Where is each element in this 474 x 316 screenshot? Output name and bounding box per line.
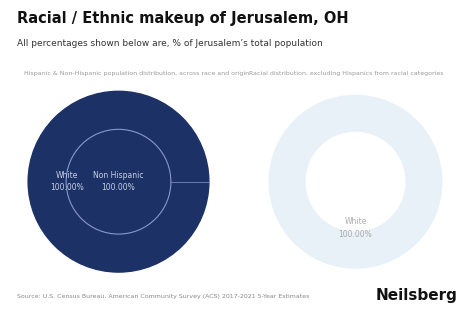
Circle shape (66, 129, 171, 234)
Text: All percentages shown below are, % of Jerusalem’s total population: All percentages shown below are, % of Je… (17, 40, 322, 48)
Text: Hispanic & Non-Hispanic population distribution, across race and origin: Hispanic & Non-Hispanic population distr… (24, 71, 249, 76)
Circle shape (306, 132, 405, 231)
Text: Neilsberg: Neilsberg (375, 289, 457, 303)
Text: Racial / Ethnic makeup of Jerusalem, OH: Racial / Ethnic makeup of Jerusalem, OH (17, 11, 348, 26)
Circle shape (269, 95, 442, 268)
Circle shape (28, 91, 209, 272)
Text: White
100.00%: White 100.00% (50, 171, 84, 192)
Text: White
100.00%: White 100.00% (338, 217, 373, 239)
Text: Racial distribution, excluding Hispanics from racial categories: Racial distribution, excluding Hispanics… (249, 71, 443, 76)
Text: Source: U.S. Census Bureau, American Community Survey (ACS) 2017-2021 5-Year Est: Source: U.S. Census Bureau, American Com… (17, 294, 309, 299)
Text: Non Hispanic
100.00%: Non Hispanic 100.00% (93, 171, 144, 192)
